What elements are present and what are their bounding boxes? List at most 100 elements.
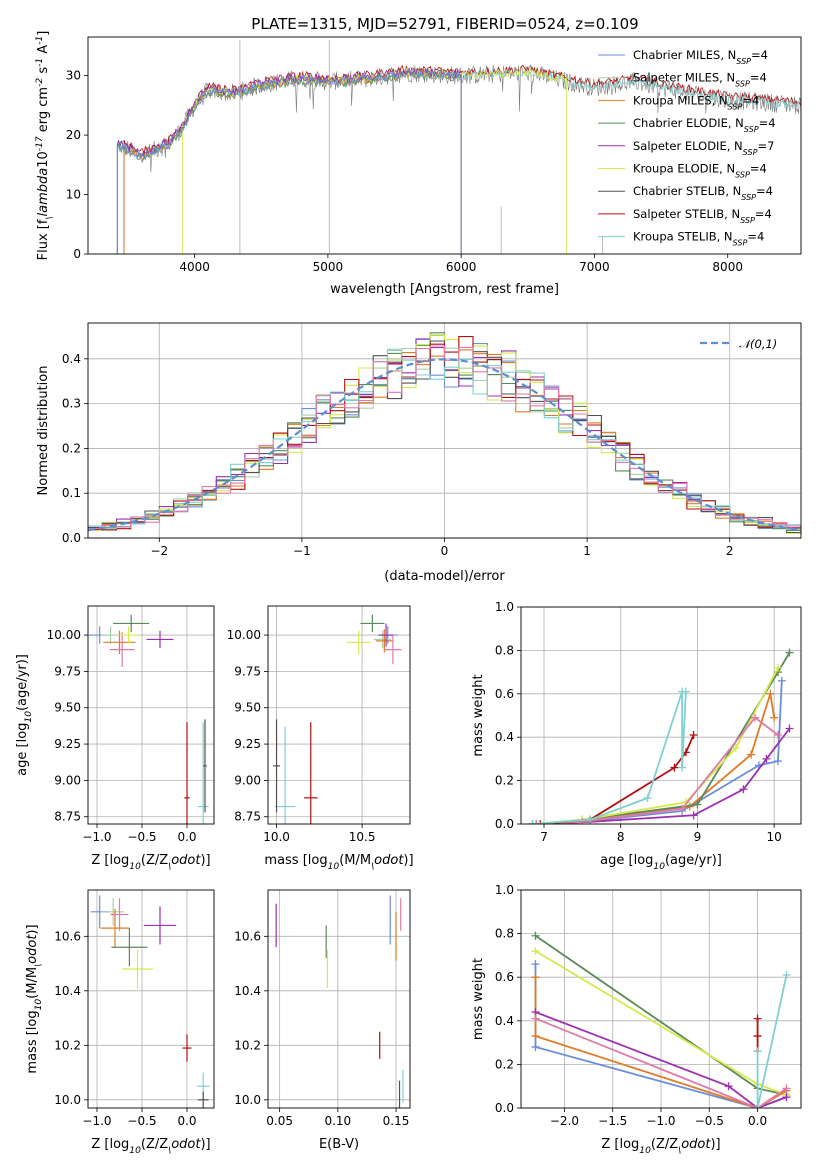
weight-line [532,667,779,824]
y-tick-label: 0.6 [495,970,514,984]
weight-marker [670,763,679,772]
y-tick-label: 10.2 [234,1038,261,1052]
y-tick-label: 0.2 [62,441,81,455]
histogram-series-9 [88,345,801,533]
weight-marker [678,763,687,772]
weight-vs-age-axes: 7 8 9 10 0.0 0.2 0.4 0.6 0.8 1.0 age [log10(age/yr… [471,600,802,872]
error-bar-point [273,719,280,813]
error-bar-point [102,898,124,926]
age-vs-z-axes: −1.0 −0.5 0.0 8.75 9.00 9.25 9.50 9.75 10.00 Z [l… [15,605,215,872]
spectrum-plot-area [116,39,801,254]
weight-line [536,652,791,824]
weight-marker [770,713,779,722]
weight-marker [689,811,698,820]
x-axis-label: E(B-V) [319,1137,359,1152]
x-tick-label: −0.5 [695,1114,724,1128]
error-bar-point [274,726,296,824]
x-axis-label: wavelength [Angstrom, rest frame] [330,282,559,297]
x-tick-label: 7 [540,830,548,844]
weight-marker [531,947,540,956]
y-tick-label: 10.6 [234,929,261,943]
x-tick-label: 0 [441,544,449,558]
error-bar-point [197,722,209,824]
y-tick-label: 20 [66,128,81,142]
x-tick-label: 0.15 [383,1114,410,1128]
weight-marker [531,931,540,940]
y-tick-label: 0.1 [62,486,81,500]
legend-entry: Salpeter STELIB, NSSP=4 [633,207,772,225]
weight-marker [750,713,759,722]
y-axis-label: Flux [f\lambda10-17 erg cm-2 s-1 A-1] [35,31,55,261]
y-axis-label: mass weight [471,674,486,756]
residuals-plot-area [88,332,801,535]
x-axis-label: (data-model)/error [384,569,505,584]
weight-marker [531,960,540,969]
y-tick-label: 0.2 [495,774,514,788]
spectrum-model-line-4 [116,69,462,254]
weight-marker [773,731,782,740]
x-tick-label: 5000 [313,260,344,274]
y-tick-label: 8.75 [234,810,261,824]
weight-marker [531,1014,540,1023]
error-bar-point [379,623,393,647]
y-tick-label: 10.4 [234,984,261,998]
axes-frame [87,36,802,255]
legend-entry: Salpeter MILES, NSSP=4 [633,71,767,89]
weight-series-0 [528,676,786,824]
error-bar-point [100,909,130,948]
axes-frame [267,605,411,825]
x-tick-label: 8000 [712,260,743,274]
weight-marker [766,689,775,698]
y-tick-label: 0.3 [62,397,81,411]
histogram-legend: 𝒩(0,1) [700,337,777,351]
x-tick-label: 4000 [179,260,210,274]
y-tick-label: 0.8 [495,927,514,941]
x-tick-label: 7000 [579,260,610,274]
y-axis-label: mass weight [471,958,486,1040]
x-tick-label: 0.10 [324,1114,351,1128]
mass-vs-z-plot-area [90,895,210,1108]
x-tick-label: −0.5 [127,830,156,844]
weight-marker [777,676,786,685]
axes-frame [267,889,411,1109]
error-bar-point [182,1034,192,1062]
weight-marker [724,1082,733,1091]
error-bar-point [113,614,150,633]
x-axis-label: Z [log10(Z/Z\odot)] [601,1137,720,1156]
x-tick-label: 10.5 [349,830,376,844]
weight-marker [782,971,791,980]
legend-entry: Kroupa MILES, NSSP=4 [633,93,759,111]
axes-frame [520,889,802,1109]
weight-marker [536,820,545,824]
x-tick-label: 2 [726,544,734,558]
axes-frame [87,605,215,825]
y-tick-label: 9.75 [54,664,81,678]
axes-frame [520,606,802,825]
x-tick-label: −1.5 [598,1114,627,1128]
y-tick-label: 0.8 [495,643,514,657]
error-bar-point [111,928,148,967]
y-tick-label: 0.0 [495,817,514,831]
legend-entry: Chabrier ELODIE, NSSP=4 [633,116,776,134]
legend-entry: Salpeter ELODIE, NSSP=7 [633,139,774,157]
y-tick-label: 10.4 [54,984,81,998]
x-tick-label: 9 [694,830,702,844]
spectrum-model-line-2 [123,69,462,254]
y-tick-label: 10.00 [227,628,261,642]
error-bar-point [360,614,385,633]
legend-entry: Kroupa STELIB, NSSP=4 [633,230,764,248]
x-tick-label: 10.0 [263,830,290,844]
weight-line [756,974,788,1108]
weight-marker [753,1047,762,1056]
y-tick-label: 10 [66,188,81,202]
spectrum-legend: Chabrier MILES, NSSP=4 Salpeter MILES, NS… [598,48,776,247]
weight-marker [689,731,698,740]
x-tick-label: −1.0 [646,1114,675,1128]
weight-marker [693,800,702,809]
error-bar-point [384,635,402,665]
x-tick-label: −1 [293,544,311,558]
x-tick-label: −1.0 [82,1114,111,1128]
x-tick-label: 0.0 [177,830,196,844]
age-vs-mass-axes: 10.0 10.5 8.75 9.00 9.25 9.50 9.75 10.00 mass [l… [227,605,414,872]
